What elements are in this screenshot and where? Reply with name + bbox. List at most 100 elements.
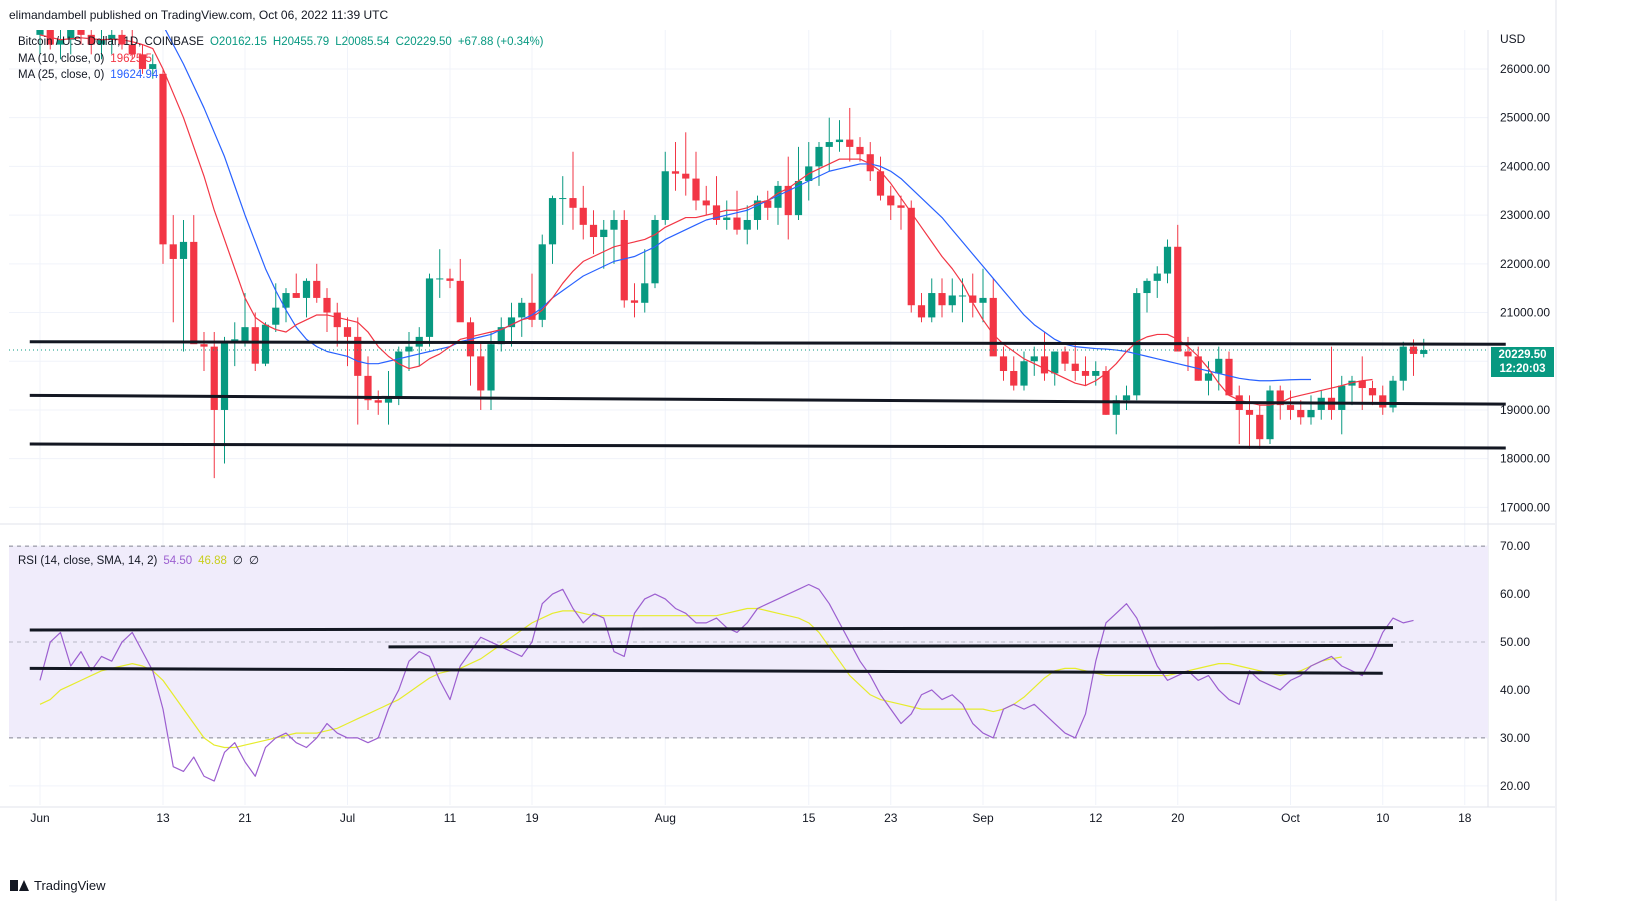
rsi-value: 54.50 bbox=[163, 555, 193, 567]
candle-body bbox=[1112, 400, 1120, 415]
candle-body bbox=[384, 397, 393, 403]
ohlc-low: L20085.54 bbox=[335, 36, 390, 48]
candle-body bbox=[917, 305, 926, 318]
candle-body bbox=[1163, 246, 1172, 274]
candle-body bbox=[36, 30, 44, 35]
last-price: 20229.50 bbox=[1498, 349, 1547, 361]
candle-body bbox=[651, 219, 659, 284]
candle-body bbox=[272, 307, 280, 325]
candle-body bbox=[313, 280, 321, 298]
candle-body bbox=[1174, 246, 1182, 352]
candle-body bbox=[200, 344, 208, 347]
candle-body bbox=[261, 324, 270, 364]
candle-body bbox=[67, 30, 75, 40]
candle-body bbox=[108, 34, 116, 40]
candle-body bbox=[538, 244, 546, 320]
time-tick-label: 18 bbox=[1458, 811, 1472, 825]
time-tick-label: Aug bbox=[655, 811, 676, 825]
candle-body bbox=[979, 297, 987, 303]
candle-body bbox=[507, 317, 516, 328]
ma10-line bbox=[39, 34, 1373, 406]
candle-body bbox=[477, 356, 485, 391]
rsi-trendline bbox=[29, 666, 1383, 675]
candle-body bbox=[1184, 351, 1192, 357]
ma25-line bbox=[164, 30, 1311, 382]
candle-body bbox=[1368, 388, 1377, 396]
price-tick-label: 26000.00 bbox=[1500, 62, 1550, 76]
candle-body bbox=[1420, 350, 1428, 354]
time-tick-label: 11 bbox=[444, 811, 457, 825]
candle-body bbox=[1215, 358, 1223, 374]
candle-body bbox=[374, 400, 382, 403]
candle-body bbox=[743, 219, 751, 230]
candle-body bbox=[1389, 380, 1397, 408]
time-tick-label: 23 bbox=[884, 811, 898, 825]
ohlc-close: C20229.50 bbox=[395, 36, 452, 48]
chart-header: elimandambell published on TradingView.c… bbox=[0, 0, 1633, 30]
ma25-legend[interactable]: MA (25, close, 0) 19624.94 bbox=[18, 69, 164, 81]
candle-body bbox=[1225, 358, 1233, 396]
price-tick-label: 22000.00 bbox=[1500, 257, 1550, 271]
rsi-extra-2: ∅ bbox=[248, 555, 259, 567]
candle-body bbox=[1256, 414, 1264, 440]
candle-body bbox=[825, 142, 833, 147]
rsi-tick-label: 40.00 bbox=[1500, 683, 1530, 697]
candle-body bbox=[569, 198, 577, 208]
rsi-tick-label: 20.00 bbox=[1500, 779, 1530, 793]
candle-body bbox=[1266, 390, 1274, 440]
trendline bbox=[29, 393, 1506, 406]
candle-body bbox=[969, 295, 977, 303]
candle-body bbox=[856, 146, 864, 155]
symbol-legend: Bitcoin / U.S. Dollar, 1D, COINBASE O2016… bbox=[18, 36, 550, 48]
ma10-legend[interactable]: MA (10, close, 0) 19625.5 bbox=[18, 53, 158, 65]
candle-body bbox=[354, 336, 362, 376]
candle-body bbox=[815, 146, 823, 167]
candle-body bbox=[692, 178, 700, 201]
candle-body bbox=[179, 241, 188, 259]
candle-body bbox=[907, 207, 915, 306]
candle-body bbox=[220, 341, 229, 410]
candle-body bbox=[641, 283, 649, 303]
candle-body bbox=[282, 293, 290, 308]
candle-body bbox=[241, 327, 249, 342]
rsi-legend[interactable]: RSI (14, close, SMA, 14, 2) 54.50 46.88 ∅ ∅ bbox=[18, 553, 265, 567]
candle-body bbox=[1276, 390, 1284, 406]
candle-body bbox=[456, 280, 464, 323]
candle-body bbox=[702, 200, 710, 206]
candle-body bbox=[1297, 409, 1305, 418]
publisher-line: elimandambell published on TradingView.c… bbox=[9, 8, 389, 22]
candle-body bbox=[835, 139, 844, 143]
candle-body bbox=[1153, 273, 1161, 281]
candle-body bbox=[610, 219, 618, 230]
candle-body bbox=[87, 34, 95, 45]
rsi-trendline bbox=[29, 626, 1394, 632]
candle-body bbox=[1102, 370, 1110, 415]
candle-body bbox=[579, 207, 587, 225]
symbol-name[interactable]: Bitcoin / U.S. Dollar, 1D, COINBASE bbox=[18, 36, 204, 48]
tradingview-logo[interactable]: TradingView bbox=[10, 878, 106, 893]
last-price-badge: 20229.50 12:20:03 bbox=[1491, 347, 1554, 377]
candle-body bbox=[1143, 280, 1151, 294]
rsi-tick-label: 70.00 bbox=[1500, 539, 1530, 553]
candle-body bbox=[323, 297, 331, 313]
candle-body bbox=[231, 339, 239, 342]
candle-body bbox=[1204, 373, 1213, 381]
rsi-extra-1: ∅ bbox=[232, 555, 243, 567]
tradingview-brand: TradingView bbox=[34, 878, 106, 893]
time-tick-label: 15 bbox=[802, 811, 816, 825]
candle-body bbox=[989, 297, 997, 357]
candle-body bbox=[846, 139, 854, 147]
ma25-label: MA (25, close, 0) bbox=[18, 69, 105, 81]
rsi-sma-value: 46.88 bbox=[198, 555, 227, 567]
candle-body bbox=[343, 327, 352, 337]
candle-body bbox=[1051, 351, 1059, 374]
candle-body bbox=[1307, 409, 1315, 418]
candle-body bbox=[928, 293, 936, 318]
candle-body bbox=[733, 217, 741, 230]
time-tick-label: 20 bbox=[1171, 811, 1185, 825]
candle-body bbox=[1081, 370, 1090, 376]
candle-body bbox=[794, 181, 803, 216]
candle-body bbox=[1286, 405, 1295, 410]
candle-body bbox=[1245, 409, 1254, 415]
